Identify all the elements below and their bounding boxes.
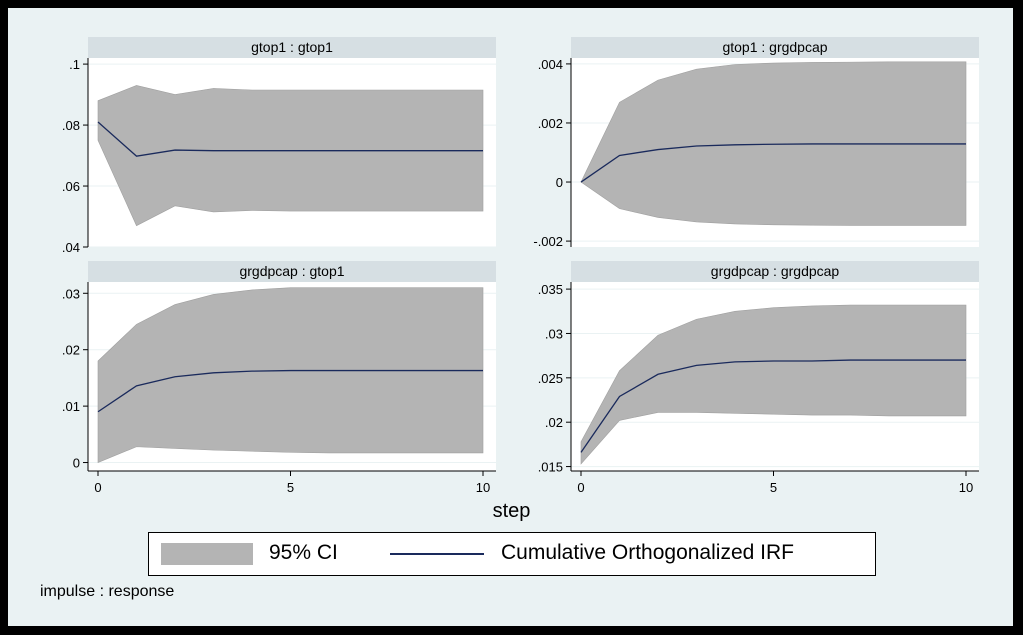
impulse-response-note: impulse : response <box>40 583 175 600</box>
y-tick-label: .03 <box>62 286 80 301</box>
panel-title-grgdpcap-grgdpcap: grgdpcap : grgdpcap <box>571 261 979 282</box>
legend-ci-label: 95% CI <box>269 541 338 564</box>
ci-band <box>97 287 484 463</box>
y-tick-label: 0 <box>556 175 563 190</box>
irf-line <box>580 359 966 453</box>
panel-0: .04 .06 .08 .1 <box>62 57 496 255</box>
y-tick-label: .035 <box>538 282 563 297</box>
irf-line <box>97 121 483 157</box>
legend-irf-line <box>390 553 484 555</box>
panel-title-gtop1-grgdpcap: gtop1 : grgdpcap <box>571 37 979 58</box>
panel-title-gtop1-gtop1: gtop1 : gtop1 <box>88 37 496 58</box>
legend-ci-swatch <box>161 543 253 565</box>
x-tick-label: 0 <box>577 480 584 495</box>
y-tick-label: .01 <box>62 399 80 414</box>
panel-1: -.002 0 .002 .004 <box>533 57 979 249</box>
y-tick-label: .03 <box>545 326 563 341</box>
y-tick-label: .08 <box>62 118 80 133</box>
x-axis-label: step <box>492 500 531 522</box>
ci-band <box>97 85 484 227</box>
legend: 95% CI Cumulative Orthogonalized IRF <box>148 532 876 576</box>
panel-2: 0 .01 .02 .03 0 5 10 <box>62 282 496 495</box>
y-tick-label: .02 <box>545 415 563 430</box>
y-tick-label: .06 <box>62 179 80 194</box>
x-tick-label: 10 <box>476 480 490 495</box>
x-tick-label: 5 <box>287 480 294 495</box>
y-tick-label: .015 <box>538 460 563 475</box>
y-tick-label: .02 <box>62 343 80 358</box>
irf-line <box>97 369 483 413</box>
panel-3: .015 .02 .025 .03 .035 0 5 10 <box>538 282 979 495</box>
y-tick-label: .002 <box>538 116 563 131</box>
x-tick-label: 5 <box>770 480 777 495</box>
irf-line <box>580 143 966 183</box>
y-tick-label: .04 <box>62 240 80 255</box>
x-tick-label: 0 <box>94 480 101 495</box>
y-tick-label: .1 <box>69 57 80 72</box>
y-tick-label: -.002 <box>533 234 563 249</box>
y-tick-label: .004 <box>538 57 563 72</box>
y-tick-label: .025 <box>538 371 563 386</box>
panel-title-grgdpcap-gtop1: grgdpcap : gtop1 <box>88 261 496 282</box>
y-tick-label: 0 <box>73 456 80 471</box>
x-tick-label: 10 <box>959 480 973 495</box>
legend-irf-label: Cumulative Orthogonalized IRF <box>501 541 794 564</box>
ci-band <box>580 304 967 465</box>
